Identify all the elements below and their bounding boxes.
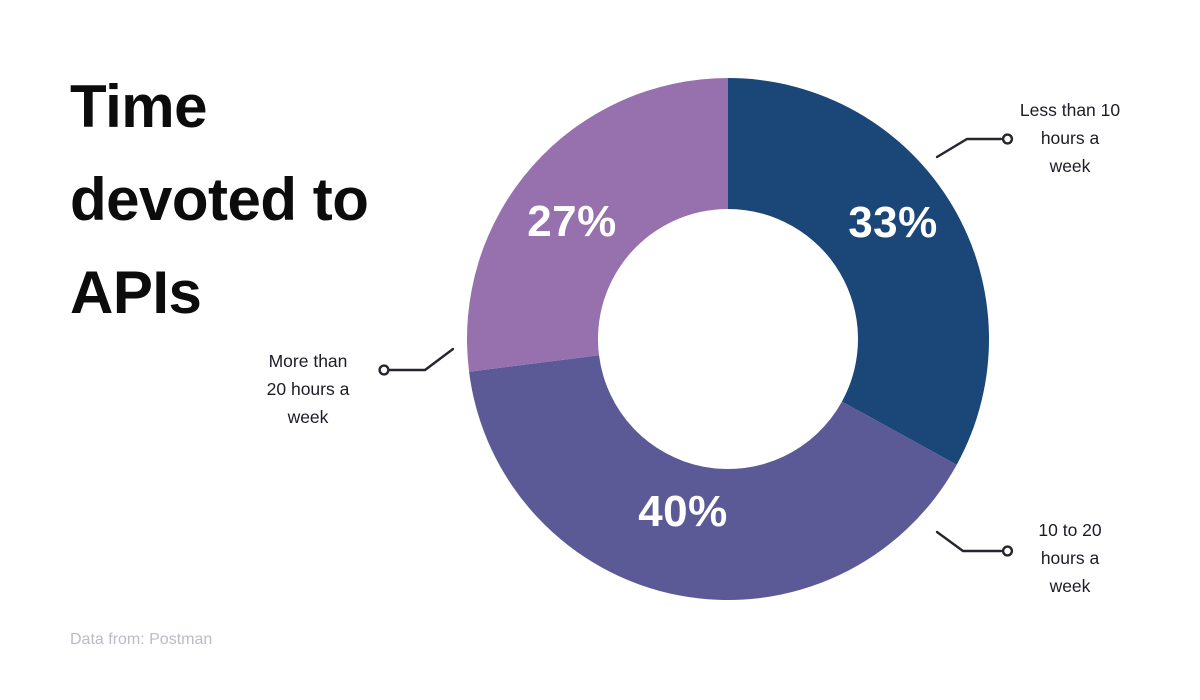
callout-label-more-than-20: More than 20 hours a week (218, 347, 398, 431)
callout-connector-more-than-20 (388, 347, 455, 372)
donut-slices (467, 78, 989, 600)
callout-label-10-to-20: 10 to 20 hours a week (980, 516, 1160, 600)
callout-label-less-than-10: Less than 10 hours a week (980, 96, 1160, 180)
callout-connector-10-to-20 (935, 530, 1003, 553)
callout-dot-more-than-20 (378, 364, 390, 376)
callout-dot-10-to-20 (1001, 545, 1014, 557)
chart-title-line-1: Time (70, 73, 207, 140)
chart-title-line-3: APIs (70, 259, 202, 326)
callout-label-line: hours a (1040, 548, 1100, 568)
callout-label-line: week (1049, 156, 1091, 176)
callout-label-line: 20 hours a (266, 379, 350, 399)
chart-title: Time devoted to APIs (70, 60, 369, 339)
callout-connector-less-than-10 (935, 137, 1003, 159)
callout-dot-less-than-10 (1001, 133, 1014, 145)
callout-label-line: hours a (1040, 128, 1100, 148)
donut-slice (728, 78, 989, 465)
donut-slice (467, 78, 728, 372)
slice-value-10-to-20: 40% (638, 487, 728, 536)
data-source-note: Data from: Postman (70, 631, 213, 648)
chart-title-line-2: devoted to (70, 166, 369, 233)
donut-slice (469, 355, 957, 600)
callout-label-line: Less than 10 (1019, 100, 1121, 120)
callout-label-line: More than (268, 351, 348, 371)
slice-value-more-than-20: 27% (527, 197, 617, 246)
slice-value-less-than-10: 33% (848, 198, 938, 247)
callout-label-line: 10 to 20 (1038, 520, 1102, 540)
callout-label-line: week (287, 407, 329, 427)
callout-label-line: week (1049, 576, 1091, 596)
